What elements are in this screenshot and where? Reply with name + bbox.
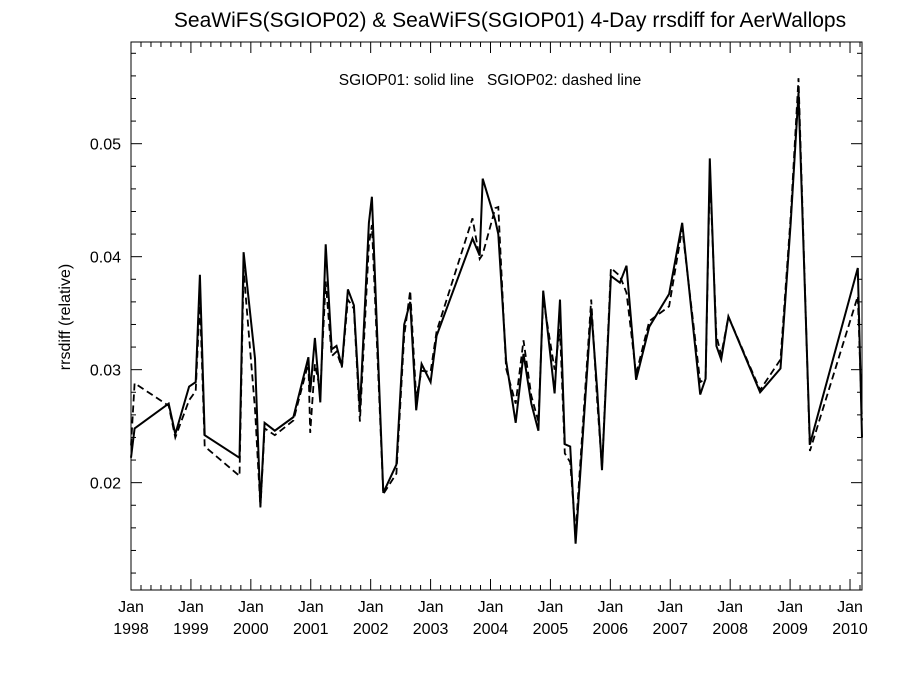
x-tick-label-year: 2007	[652, 621, 688, 638]
x-tick-label-month: Jan	[238, 599, 264, 616]
y-tick-label: 0.05	[90, 137, 121, 154]
series-lines	[130, 78, 863, 544]
chart-title: SeaWiFS(SGIOP02) & SeaWiFS(SGIOP01) 4-Da…	[174, 9, 846, 32]
x-tick-label-month: Jan	[358, 599, 384, 616]
x-tick-label-month: Jan	[717, 599, 743, 616]
x-tick-label-year: 2001	[293, 621, 329, 638]
axis-ticks	[130, 42, 862, 590]
x-tick-label-year: 2008	[712, 621, 748, 638]
x-tick-label-year: 2009	[772, 621, 808, 638]
plot-frame	[130, 41, 863, 591]
x-tick-label-year: 2005	[533, 621, 569, 638]
x-tick-label-year: 1999	[173, 621, 209, 638]
x-tick-label-month: Jan	[837, 599, 863, 616]
x-tick-label-year: 2004	[473, 621, 509, 638]
x-tick-label-month: Jan	[657, 599, 683, 616]
y-tick-label: 0.03	[90, 363, 121, 380]
y-tick-label: 0.04	[90, 250, 121, 267]
legend-text: SGIOP01: solid line SGIOP02: dashed line	[339, 72, 641, 89]
x-tick-label-year: 2000	[233, 621, 269, 638]
x-tick-label-year: 2010	[832, 621, 868, 638]
x-tick-label-year: 2003	[413, 621, 449, 638]
x-tick-label-month: Jan	[597, 599, 623, 616]
y-tick-label: 0.02	[90, 476, 121, 493]
x-tick-label-month: Jan	[118, 599, 144, 616]
x-tick-label-month: Jan	[777, 599, 803, 616]
x-tick-label-month: Jan	[178, 599, 204, 616]
x-tick-label-month: Jan	[538, 599, 564, 616]
x-tick-label-year: 2002	[353, 621, 389, 638]
x-tick-label-year: 1998	[113, 621, 149, 638]
dashed-line-series	[130, 78, 863, 534]
x-tick-label-year: 2006	[593, 621, 629, 638]
x-tick-label-month: Jan	[298, 599, 324, 616]
x-tick-label-month: Jan	[478, 599, 504, 616]
y-axis-label: rrsdiff (relative)	[57, 264, 74, 370]
x-tick-label-month: Jan	[418, 599, 444, 616]
tick-labels: 0.02 0.03 0.04 0.05 Jan 1998 Jan 1999 Jan 2000 Jan…	[90, 137, 868, 638]
solid-line-series	[130, 92, 863, 544]
